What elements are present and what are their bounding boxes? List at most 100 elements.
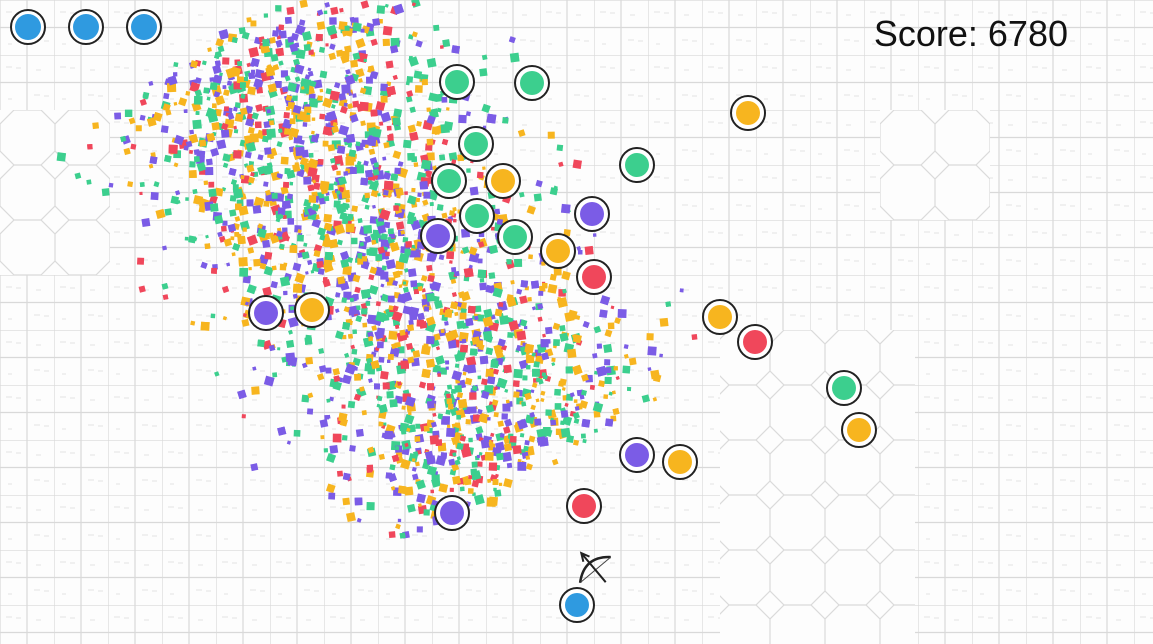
particle bbox=[358, 78, 363, 83]
particle bbox=[411, 187, 416, 193]
particle bbox=[313, 79, 323, 89]
particle bbox=[400, 229, 406, 235]
particle bbox=[188, 170, 197, 179]
particle bbox=[205, 166, 214, 176]
particle bbox=[422, 199, 429, 206]
particle bbox=[366, 464, 374, 472]
particle bbox=[220, 225, 227, 232]
particle bbox=[312, 179, 317, 184]
particle bbox=[299, 84, 310, 95]
particle bbox=[553, 339, 560, 347]
particle bbox=[232, 188, 244, 199]
particle bbox=[274, 80, 282, 88]
particle bbox=[337, 145, 346, 154]
particle bbox=[409, 250, 417, 258]
particle bbox=[299, 0, 308, 8]
particle bbox=[387, 359, 391, 364]
particle bbox=[563, 229, 571, 237]
particle bbox=[551, 357, 556, 362]
particle bbox=[319, 70, 328, 79]
particle bbox=[360, 0, 370, 9]
particle bbox=[458, 331, 469, 342]
particle bbox=[228, 167, 237, 176]
particle bbox=[433, 296, 440, 303]
particle bbox=[555, 428, 563, 435]
particle bbox=[365, 301, 371, 306]
particle bbox=[250, 20, 257, 27]
particle bbox=[222, 162, 229, 169]
particle bbox=[316, 21, 326, 31]
particle bbox=[523, 445, 529, 452]
particle bbox=[382, 171, 392, 181]
particle bbox=[360, 302, 368, 310]
particle bbox=[244, 301, 250, 306]
particle bbox=[266, 128, 276, 139]
particle bbox=[385, 255, 390, 260]
particle bbox=[343, 102, 348, 107]
particle bbox=[419, 181, 429, 190]
particle bbox=[240, 174, 245, 180]
particle bbox=[361, 308, 368, 315]
particle bbox=[413, 451, 419, 457]
particle bbox=[480, 378, 488, 386]
particle bbox=[385, 259, 396, 270]
particle bbox=[343, 138, 348, 142]
particle bbox=[379, 358, 383, 363]
particle bbox=[397, 162, 403, 167]
particle bbox=[360, 177, 369, 186]
particle bbox=[496, 218, 504, 226]
particle bbox=[308, 49, 314, 55]
particle bbox=[510, 280, 515, 285]
particle bbox=[300, 78, 309, 86]
particle bbox=[222, 85, 227, 89]
particle bbox=[400, 429, 407, 435]
particle bbox=[342, 321, 351, 331]
particle bbox=[285, 94, 293, 102]
particle bbox=[254, 121, 262, 129]
particle bbox=[124, 109, 133, 118]
particle bbox=[533, 193, 542, 202]
particle bbox=[580, 373, 589, 382]
particle bbox=[431, 126, 441, 135]
particle bbox=[540, 397, 545, 403]
particle bbox=[386, 125, 392, 131]
particle bbox=[593, 370, 598, 375]
particle bbox=[498, 482, 503, 486]
particle bbox=[375, 311, 387, 323]
particle bbox=[138, 285, 146, 293]
particle bbox=[459, 435, 467, 442]
particle bbox=[333, 375, 341, 382]
particle bbox=[425, 321, 437, 333]
particle bbox=[416, 121, 422, 127]
particle bbox=[393, 205, 399, 211]
particle bbox=[427, 383, 435, 391]
particle bbox=[453, 218, 457, 223]
particle bbox=[487, 376, 496, 385]
particle bbox=[292, 262, 302, 272]
particle bbox=[233, 150, 242, 159]
particle bbox=[533, 361, 540, 368]
particle bbox=[376, 109, 383, 116]
particle bbox=[282, 86, 289, 93]
particle bbox=[276, 173, 282, 178]
particle bbox=[310, 134, 319, 143]
particle bbox=[337, 276, 346, 285]
particle bbox=[316, 260, 324, 269]
particle bbox=[476, 171, 484, 179]
particle bbox=[454, 422, 460, 428]
particle bbox=[436, 107, 442, 113]
ball bbox=[565, 593, 589, 617]
particle bbox=[280, 156, 289, 165]
particle bbox=[444, 330, 456, 342]
particle bbox=[243, 76, 249, 82]
particle bbox=[367, 65, 375, 73]
particle bbox=[174, 190, 181, 196]
particle bbox=[439, 367, 448, 375]
particle bbox=[167, 75, 178, 86]
particle bbox=[277, 426, 287, 436]
particle bbox=[404, 248, 411, 256]
particle bbox=[395, 221, 405, 230]
particle bbox=[272, 64, 280, 71]
particle bbox=[359, 241, 365, 247]
particle bbox=[205, 234, 209, 239]
